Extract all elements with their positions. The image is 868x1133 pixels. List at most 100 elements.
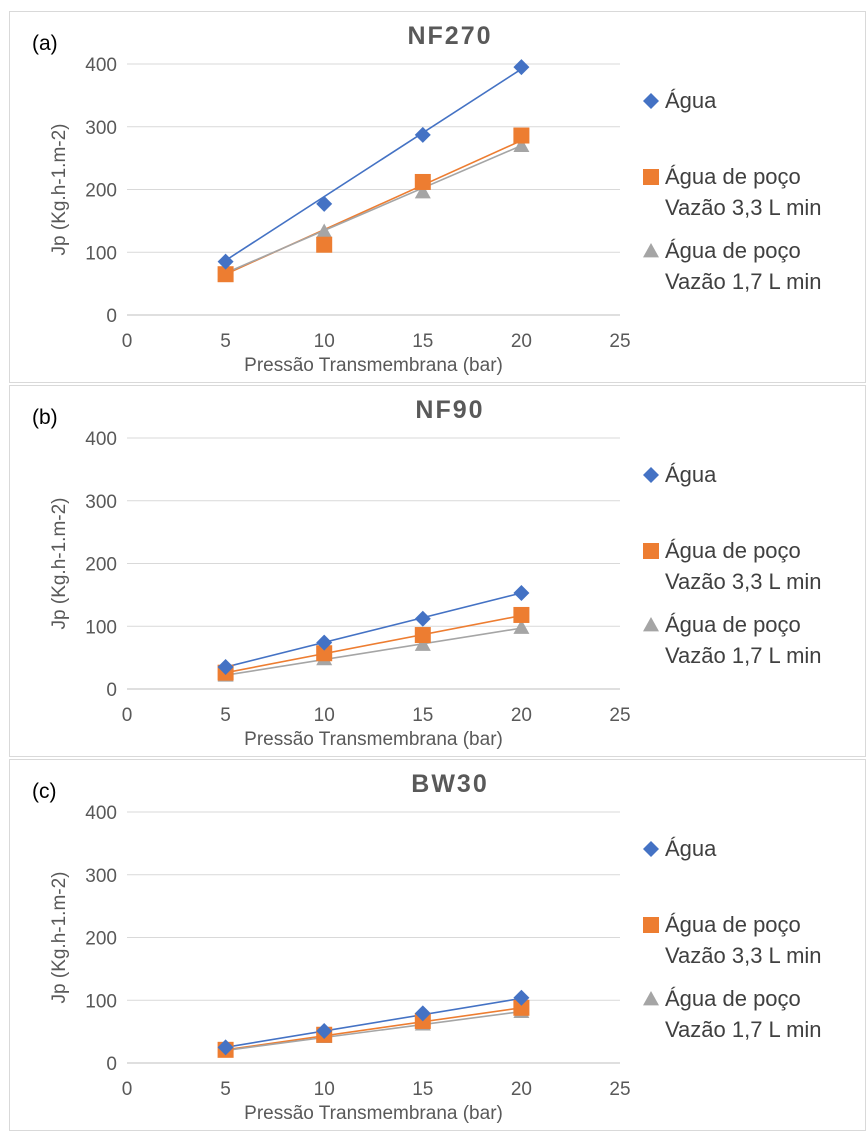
- x-tick-label: 15: [412, 1079, 433, 1100]
- y-tick-label: 400: [85, 429, 117, 450]
- y-tick-label: 300: [85, 118, 117, 139]
- panel-label: (c): [32, 780, 57, 803]
- x-tick-label: 20: [511, 1079, 532, 1100]
- legend-marker-series-3: [643, 243, 659, 258]
- data-point-series-2: [414, 173, 431, 190]
- x-tick-label: 15: [412, 705, 433, 726]
- chart-panel-nf270: 0 100 200 300 400 0 5 10 15 20 25 Pressão Transmemb…: [9, 11, 866, 383]
- data-point-series-2: [414, 627, 431, 644]
- legend-marker-series-3: [643, 991, 659, 1006]
- x-tick-label: 10: [314, 1079, 335, 1100]
- data-point-series-1: [217, 1039, 234, 1056]
- data-point-series-2: [513, 127, 530, 144]
- legend-label-series-3: Água de poço: [665, 238, 801, 263]
- data-point-series-3: [414, 184, 431, 199]
- data-point-series-2: [513, 999, 530, 1016]
- y-axis-label: Jp (Kg.h-1.m-2): [49, 872, 70, 1004]
- legend-marker-series-2: [643, 917, 659, 933]
- chart-bw30: 0 100 200 300 400 0 5 10 15 20 25 Pressão Transmemb…: [32, 770, 822, 1124]
- chart-title: NF90: [415, 396, 484, 424]
- chart-title: NF270: [407, 22, 492, 50]
- legend-marker-series-2: [643, 169, 659, 185]
- legend-label-series-2: Vazão 3,3 L min: [665, 195, 822, 220]
- legend-label-series-1: Água: [665, 462, 717, 487]
- legend-label-series-3: Vazão 1,7 L min: [665, 643, 822, 668]
- chart-title: BW30: [411, 770, 488, 798]
- x-tick-label: 10: [314, 705, 335, 726]
- legend-label-series-2: Água de poço: [665, 164, 801, 189]
- y-tick-label: 400: [85, 803, 117, 824]
- y-tick-label: 300: [85, 492, 117, 513]
- legend-marker-series-1: [643, 467, 659, 483]
- y-tick-label: 100: [85, 991, 117, 1012]
- data-point-series-1: [316, 634, 333, 651]
- legend-marker-series-1: [643, 841, 659, 857]
- x-tick-label: 15: [412, 331, 433, 352]
- y-axis-label: Jp (Kg.h-1.m-2): [49, 498, 70, 630]
- data-point-series-1: [513, 59, 530, 76]
- legend-label-series-1: Água: [665, 836, 717, 861]
- trendline-series-1: [225, 68, 522, 262]
- chart-panel-bw30: 0 100 200 300 400 0 5 10 15 20 25 Pressão Transmemb…: [9, 759, 866, 1131]
- data-point-series-2: [316, 645, 333, 662]
- chart-nf90: 0 100 200 300 400 0 5 10 15 20 25 Pressão Transmemb…: [32, 396, 822, 750]
- y-tick-label: 100: [85, 243, 117, 264]
- trendline-series-3: [225, 144, 522, 274]
- x-tick-label: 0: [122, 1079, 133, 1100]
- legend-label-series-3: Vazão 1,7 L min: [665, 269, 822, 294]
- x-tick-label: 5: [220, 331, 231, 352]
- legend-label-series-2: Água de poço: [665, 538, 801, 563]
- legend-marker-series-3: [643, 617, 659, 632]
- data-point-series-3: [513, 619, 530, 634]
- legend-label-series-2: Vazão 3,3 L min: [665, 943, 822, 968]
- y-tick-label: 0: [106, 680, 117, 701]
- x-tick-label: 20: [511, 705, 532, 726]
- y-tick-label: 300: [85, 866, 117, 887]
- data-point-series-1: [316, 1022, 333, 1039]
- chart-panel-nf90: 0 100 200 300 400 0 5 10 15 20 25 Pressão Transmemb…: [9, 385, 866, 757]
- data-point-series-1: [217, 253, 234, 270]
- y-tick-label: 200: [85, 555, 117, 576]
- x-tick-label: 10: [314, 331, 335, 352]
- x-tick-label: 20: [511, 331, 532, 352]
- x-tick-label: 25: [609, 331, 630, 352]
- trendline-series-1: [225, 592, 522, 668]
- legend-label-series-3: Vazão 1,7 L min: [665, 1017, 822, 1042]
- x-tick-label: 0: [122, 705, 133, 726]
- trendline-series-2: [225, 614, 522, 674]
- legend-label-series-3: Água de poço: [665, 986, 801, 1011]
- x-tick-label: 0: [122, 331, 133, 352]
- legend-label-series-2: Água de poço: [665, 912, 801, 937]
- trendline-series-2: [225, 1006, 522, 1051]
- trendline-series-3: [225, 1010, 522, 1052]
- data-point-series-3: [513, 137, 530, 152]
- data-point-series-1: [316, 195, 333, 212]
- data-point-series-1: [414, 610, 431, 627]
- x-axis-label: Pressão Transmembrana (bar): [244, 355, 503, 376]
- y-tick-label: 100: [85, 617, 117, 638]
- data-point-series-2: [316, 236, 333, 253]
- y-tick-label: 0: [106, 306, 117, 327]
- panel-label: (b): [32, 406, 58, 429]
- y-tick-label: 400: [85, 55, 117, 76]
- legend-label-series-2: Vazão 3,3 L min: [665, 569, 822, 594]
- x-tick-label: 5: [220, 1079, 231, 1100]
- legend-label-series-1: Água: [665, 88, 717, 113]
- x-tick-label: 25: [609, 1079, 630, 1100]
- legend-marker-series-1: [643, 93, 659, 109]
- x-tick-label: 5: [220, 705, 231, 726]
- y-tick-label: 200: [85, 929, 117, 950]
- data-point-series-1: [217, 659, 234, 676]
- x-axis-label: Pressão Transmembrana (bar): [244, 1103, 503, 1124]
- data-point-series-1: [414, 1005, 431, 1022]
- data-point-series-3: [414, 636, 431, 651]
- y-axis-label: Jp (Kg.h-1.m-2): [49, 124, 70, 256]
- data-point-series-3: [316, 223, 333, 238]
- chart-nf270: 0 100 200 300 400 0 5 10 15 20 25 Pressão Transmemb…: [32, 22, 822, 376]
- data-point-series-2: [513, 606, 530, 623]
- x-tick-label: 25: [609, 705, 630, 726]
- x-axis-label: Pressão Transmembrana (bar): [244, 729, 503, 750]
- trendline-series-3: [225, 627, 522, 676]
- y-tick-label: 200: [85, 181, 117, 202]
- data-point-series-2: [217, 266, 234, 283]
